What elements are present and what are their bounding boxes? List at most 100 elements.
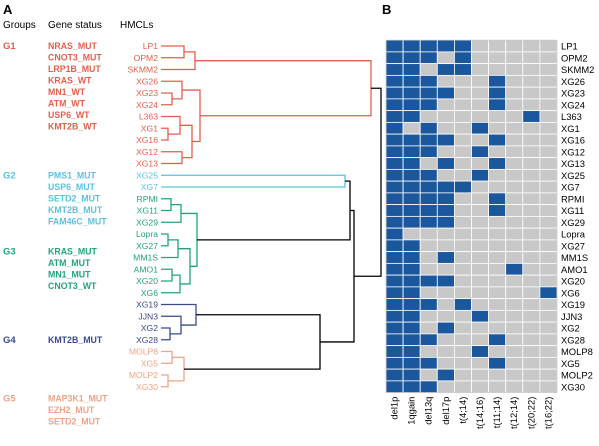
dendrogram-link (161, 115, 181, 135)
heatmap-cell (488, 204, 507, 217)
heatmap-cell (522, 274, 541, 288)
heatmap-cell (505, 145, 524, 159)
heatmap-cell (419, 168, 438, 182)
heatmap-cell (539, 39, 558, 53)
heatmap-cell (385, 380, 404, 394)
heatmap-cell (471, 321, 490, 335)
heatmap-cell (419, 204, 438, 217)
heatmap-cell (385, 121, 404, 135)
heatmap-cell (453, 51, 472, 65)
dendrogram-link (161, 268, 173, 282)
heatmap-cell (539, 309, 558, 323)
heatmap-cell (471, 145, 490, 159)
heatmap-row-label: OPM2 (561, 52, 588, 63)
heatmap-cell (453, 86, 472, 100)
heatmap-row-label: L363 (561, 111, 582, 122)
heatmap-cell (522, 251, 541, 264)
heatmap-cell (385, 309, 404, 323)
heatmap-cell (385, 368, 404, 382)
heatmap-cell (402, 309, 421, 323)
heatmap-cell (436, 309, 455, 323)
heatmap-cell (402, 333, 421, 347)
heatmap-cell (522, 356, 541, 370)
heatmap-cell (453, 309, 472, 323)
heatmap-cell (488, 39, 507, 53)
heatmap-cell (522, 368, 541, 382)
cell-line-label: L363 (139, 112, 158, 122)
heatmap-row-label: XG26 (561, 76, 585, 87)
heatmap-cell (505, 110, 524, 123)
heatmap-row-label: XG30 (561, 381, 585, 392)
gene-status-label: CNOT3_MUT (48, 53, 102, 63)
heatmap-cell (522, 63, 541, 76)
heatmap-cell (419, 262, 438, 276)
heatmap-cell (522, 345, 541, 358)
heatmap-cell (488, 239, 507, 253)
gene-status-label: ATM_MUT (48, 258, 91, 268)
heatmap-cell (488, 215, 507, 229)
heatmap-cell (539, 215, 558, 229)
header-groups: Groups (3, 20, 36, 31)
heatmap-cell (505, 345, 524, 358)
heatmap-cell (522, 74, 541, 88)
heatmap-column-label: 1qgain (406, 397, 417, 425)
heatmap-cell (505, 368, 524, 382)
heatmap-cell (419, 368, 438, 382)
heatmap-cell (385, 86, 404, 100)
heatmap-cell (385, 133, 404, 147)
group-label-g5: G5 (3, 394, 16, 405)
heatmap-cell (436, 356, 455, 370)
cell-line-label: LP1 (143, 41, 159, 51)
heatmap-cell (453, 157, 472, 170)
heatmap-cell (522, 298, 541, 311)
heatmap-cell (488, 168, 507, 182)
heatmap-cell (436, 51, 455, 65)
cell-line-label: XG5 (141, 358, 158, 368)
gene-status-label: SETD2_MUT (48, 417, 101, 427)
heatmap-cell (436, 380, 455, 394)
heatmap-cell (505, 180, 524, 194)
heatmap-row-label: MOLP8 (561, 346, 593, 357)
heatmap-cell (402, 286, 421, 300)
heatmap-cell (436, 215, 455, 229)
heatmap-cell (471, 110, 490, 123)
heatmap-row-label: XG19 (561, 299, 585, 310)
heatmap-cell (471, 74, 490, 88)
dendrogram-link (161, 374, 169, 388)
heatmap-cell (385, 157, 404, 170)
heatmap-column-label: t(20;22) (525, 397, 536, 429)
heatmap-cell (402, 86, 421, 100)
heatmap-cell (436, 298, 455, 311)
heatmap-cell (385, 333, 404, 347)
cell-line-label: AMO1 (134, 264, 159, 274)
dendrogram-link (161, 92, 173, 106)
heatmap-cell (385, 192, 404, 206)
heatmap-cell (522, 380, 541, 394)
heatmap-cell (419, 74, 438, 88)
heatmap-cell (453, 286, 472, 300)
heatmap-cell (505, 157, 524, 170)
gene-status-label: LRP1B_MUT (48, 64, 101, 74)
heatmap-cell (436, 204, 455, 217)
heatmap-cell (488, 251, 507, 264)
heatmap-cell (419, 286, 438, 300)
heatmap-cell (402, 121, 421, 135)
heatmap-cell (539, 380, 558, 394)
cell-line-label: OPM2 (134, 53, 159, 63)
heatmap-cell (505, 74, 524, 88)
heatmap-cell (488, 157, 507, 170)
heatmap-cell (471, 39, 490, 53)
heatmap-cell (505, 86, 524, 100)
heatmap-cell (471, 251, 490, 264)
heatmap-cell (539, 51, 558, 65)
heatmap-row-label: XG6 (561, 287, 580, 298)
heatmap-cell (471, 192, 490, 206)
heatmap-cell (471, 204, 490, 217)
heatmap-cell (488, 98, 507, 112)
heatmap-cell (539, 333, 558, 347)
heatmap-row-label: XG20 (561, 276, 585, 287)
cell-line-label: XG12 (136, 147, 158, 157)
heatmap-cell (453, 168, 472, 182)
heatmap-cell (505, 204, 524, 217)
heatmap-cell (453, 345, 472, 358)
